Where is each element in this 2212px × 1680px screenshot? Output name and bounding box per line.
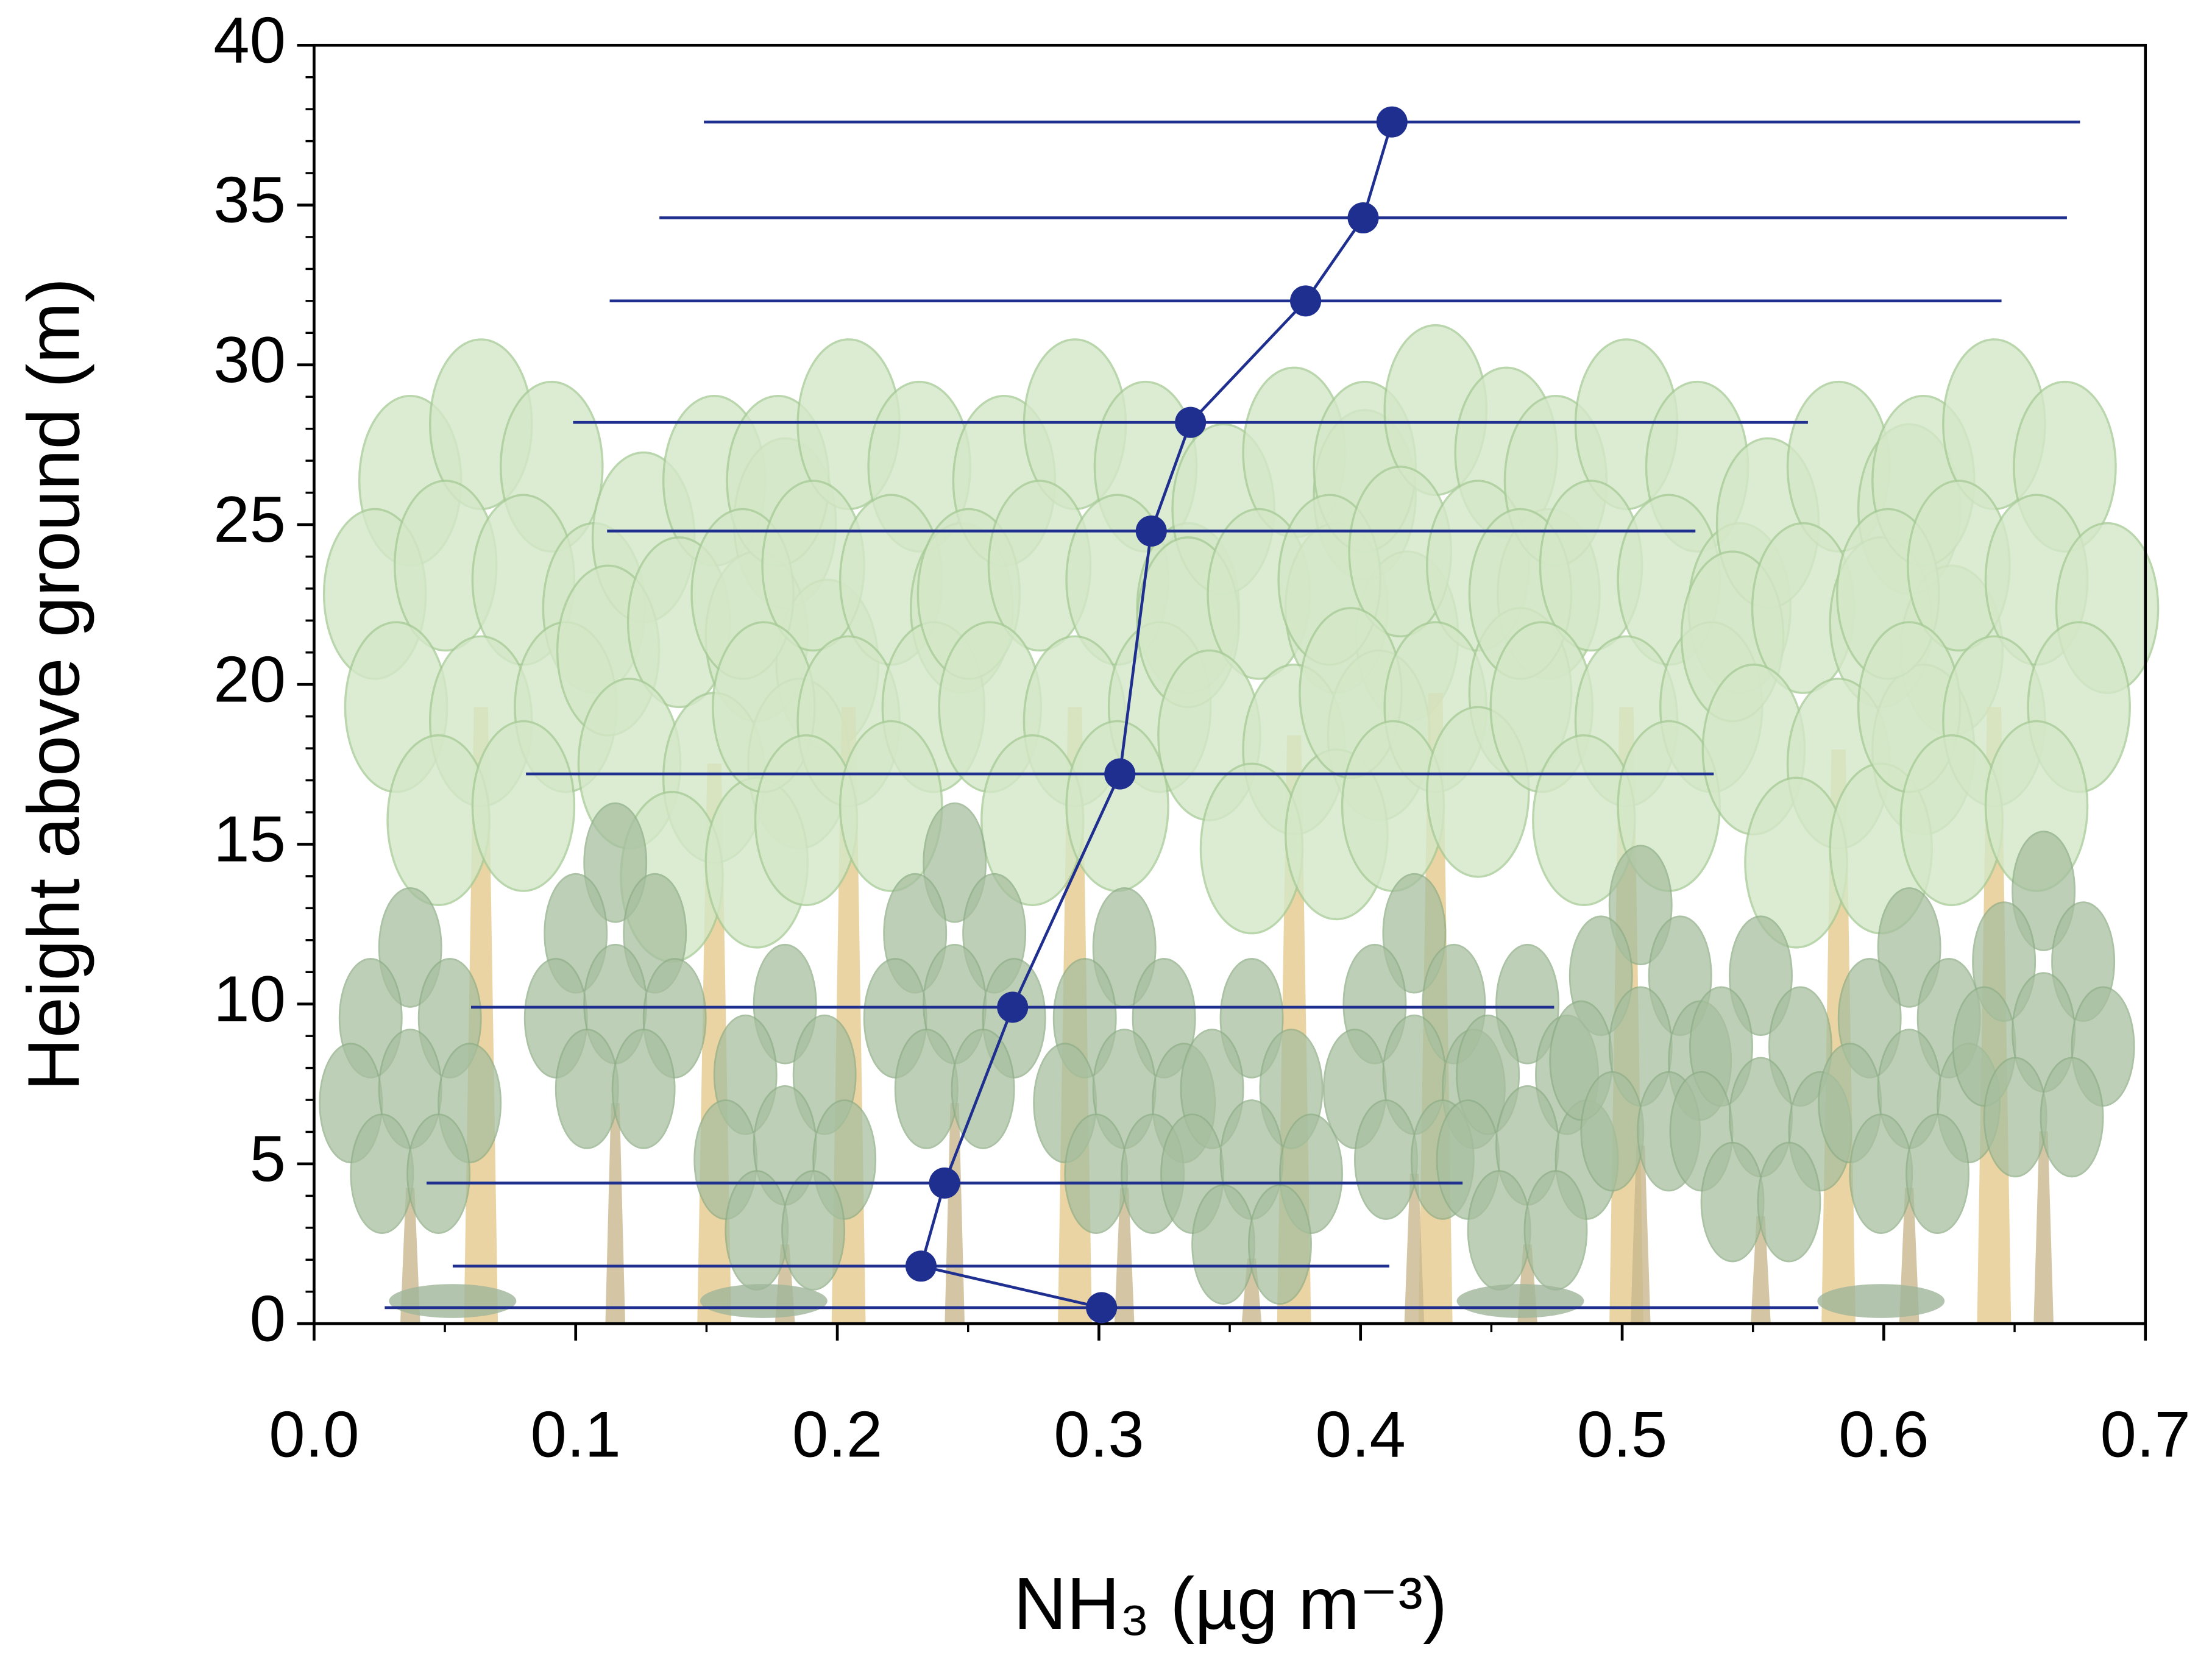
ground-shrub xyxy=(389,1284,517,1318)
shrub-canopy xyxy=(1354,1099,1418,1220)
shrub-canopy xyxy=(2012,831,2076,951)
shrub-canopy xyxy=(1247,1184,1312,1305)
y-tick-label: 20 xyxy=(213,642,286,715)
shrub-canopy xyxy=(1495,943,1560,1065)
shrub-canopy xyxy=(583,802,648,923)
shrub-canopy xyxy=(1523,1170,1588,1291)
shrub-canopy xyxy=(1467,1170,1531,1291)
data-point xyxy=(1104,758,1136,790)
shrub-canopy xyxy=(1729,915,1793,1037)
shrub-canopy xyxy=(1580,1071,1645,1192)
y-tick-label: 35 xyxy=(213,163,286,236)
shrub-canopy xyxy=(378,887,442,1008)
y-tick-label: 0 xyxy=(250,1281,286,1355)
profile-line xyxy=(919,121,1394,1310)
shrub-canopy xyxy=(1382,873,1447,994)
forest-illustration xyxy=(319,324,2160,1322)
shrub-canopy xyxy=(725,1170,789,1291)
x-tick-label: 0.1 xyxy=(531,1398,621,1471)
tree-canopy xyxy=(838,720,943,892)
x-tick-label: 0.7 xyxy=(2100,1398,2191,1471)
shrub-canopy xyxy=(1905,1113,1970,1235)
shrub-canopy xyxy=(1191,1184,1256,1305)
y-axis-label: Height above ground (m) xyxy=(13,278,95,1091)
shrub-canopy xyxy=(753,943,817,1065)
y-tick-label: 40 xyxy=(213,3,286,76)
y-tick-label: 5 xyxy=(250,1122,286,1195)
shrub-canopy xyxy=(1700,1141,1765,1263)
data-point xyxy=(1175,406,1207,438)
y-tick-label: 30 xyxy=(213,323,286,396)
data-point xyxy=(929,1167,960,1199)
x-tick-label: 0.2 xyxy=(792,1398,882,1471)
y-tick-label: 15 xyxy=(213,803,286,876)
data-point xyxy=(1376,106,1408,138)
shrub-canopy xyxy=(611,1029,676,1149)
shrub-canopy xyxy=(781,1170,846,1291)
shrub-canopy xyxy=(350,1113,414,1235)
data-point xyxy=(1290,285,1322,317)
x-tick-label: 0.4 xyxy=(1316,1398,1406,1471)
tree-canopy xyxy=(471,720,576,892)
ground-shrub xyxy=(700,1284,828,1318)
data-point xyxy=(997,991,1029,1023)
x-tick-label: 0.6 xyxy=(1838,1398,1929,1471)
data-point xyxy=(1086,1292,1118,1324)
x-axis-label: NH₃ (µg m⁻³) xyxy=(1013,1562,1447,1645)
x-tick-label: 0.5 xyxy=(1577,1398,1667,1471)
tree-canopy xyxy=(1065,720,1169,892)
data-point xyxy=(1135,515,1167,547)
shrub-canopy xyxy=(1064,1113,1129,1235)
y-tick-label: 25 xyxy=(213,483,286,556)
ground-shrub xyxy=(1456,1284,1584,1318)
data-point xyxy=(1347,202,1379,234)
shrub-trunk xyxy=(1630,1145,1651,1322)
shrub-trunk xyxy=(2033,1131,2054,1322)
shrub-canopy xyxy=(951,1029,1015,1149)
y-tick-label: 10 xyxy=(213,962,286,1035)
x-tick-label: 0.3 xyxy=(1054,1398,1144,1471)
shrub-canopy xyxy=(894,1029,959,1149)
shrub-canopy xyxy=(1877,887,1941,1008)
shrub-canopy xyxy=(1219,958,1284,1079)
x-tick-label: 0.0 xyxy=(269,1398,359,1471)
shrub-canopy xyxy=(1983,1057,2047,1178)
shrub-canopy xyxy=(2040,1057,2104,1178)
ground-shrub xyxy=(1817,1284,1945,1318)
shrub-canopy xyxy=(406,1113,471,1235)
data-point xyxy=(905,1250,937,1282)
shrub-canopy xyxy=(1849,1113,1913,1235)
shrub-canopy xyxy=(923,802,987,923)
shrub-trunk xyxy=(605,1103,625,1322)
shrub-trunk xyxy=(1404,1174,1425,1322)
shrub-trunk xyxy=(1114,1188,1135,1322)
shrub-canopy xyxy=(555,1029,619,1149)
shrub-canopy xyxy=(1608,845,1673,966)
shrub-canopy xyxy=(1757,1141,1821,1263)
